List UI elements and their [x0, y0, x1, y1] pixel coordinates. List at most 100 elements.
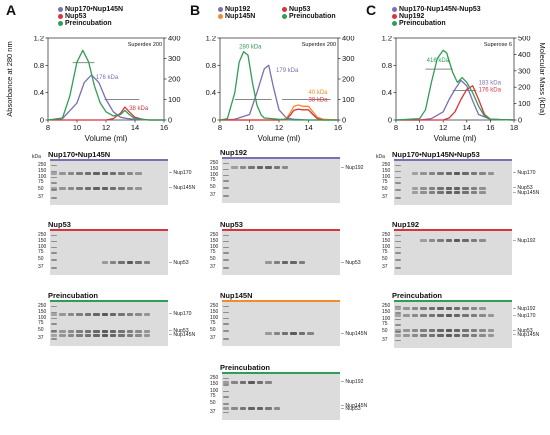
protein-band-label: – Nup170 [169, 311, 192, 318]
gel-band [445, 186, 452, 190]
gel-band [487, 171, 495, 175]
gel-band [298, 332, 306, 336]
ladder-band [395, 331, 402, 333]
ladder-band [51, 182, 58, 184]
gel-band [67, 171, 75, 175]
ladder-band [223, 195, 230, 197]
gel-title: Nup170•Nup145N•Nup53 [392, 150, 480, 159]
gel-band [118, 312, 125, 316]
gel-band [110, 186, 117, 190]
kda-annotation: 179 kDa [276, 68, 299, 74]
mw-marker-label: 37 [210, 264, 216, 271]
gel-band [411, 186, 419, 190]
kda-annotation: 176 kDa [479, 87, 502, 93]
ladder-band [51, 164, 58, 167]
gel-band [454, 186, 461, 190]
y-tick-label: 0.4 [382, 88, 392, 97]
mw-marker-label: 100 [210, 314, 219, 321]
x-tick-label: 10 [73, 123, 81, 132]
protein-band-label: – Nup170 [513, 312, 536, 319]
gel-band [101, 329, 108, 333]
gel-band [420, 307, 427, 311]
legend-dot-icon [218, 13, 223, 19]
gel-band [231, 407, 238, 410]
mw-marker-label: 250 [382, 161, 391, 168]
ladder-band [51, 240, 58, 243]
gel-band [479, 186, 486, 190]
gel-band [143, 333, 151, 337]
gel-band [231, 166, 238, 170]
mw-marker-label: 37 [38, 264, 44, 271]
gel-band [59, 333, 66, 337]
ladder-band [51, 259, 58, 261]
mw-marker-label: 100 [210, 243, 219, 250]
panel-letter-c: C [366, 2, 377, 18]
legend-dot-icon [58, 13, 63, 19]
x-tick-label: 16 [160, 123, 168, 132]
mw-marker-label: 75 [382, 321, 388, 328]
y2-tick-label: 300 [342, 54, 355, 63]
y-tick-label: 1.2 [206, 36, 216, 43]
protein-band-label: – Nup53 [169, 259, 189, 266]
gel-band [110, 261, 117, 265]
series-line [219, 51, 338, 121]
protein-band-label: – Nup145N [169, 332, 196, 339]
gel-band [135, 186, 142, 190]
ladder-band [51, 267, 58, 269]
gel-band [470, 186, 478, 190]
mw-marker-label: 250 [38, 302, 47, 309]
gel-band [428, 314, 436, 318]
x-axis-label: Volume (ml) [85, 134, 128, 143]
mw-marker-label: 75 [210, 249, 216, 256]
gel-band [454, 314, 461, 318]
ladder-band [223, 252, 230, 254]
gel-band [428, 333, 436, 337]
ladder-band [51, 330, 58, 332]
gel-band [76, 171, 83, 175]
ladder-band [51, 246, 58, 249]
ladder-band [395, 182, 402, 184]
ladder-band [223, 240, 230, 243]
mw-marker-label: 100 [382, 243, 391, 250]
gel-band [420, 171, 427, 175]
mw-marker-label: 250 [210, 302, 219, 309]
gel-band [298, 261, 306, 265]
protein-band-label: – Nup53 [513, 327, 533, 334]
protein-band-label: – Nup145N [513, 189, 540, 196]
gel-band [273, 407, 280, 410]
gel-band [479, 307, 486, 311]
y2-tick-label: 400 [342, 36, 355, 43]
gel-band [101, 261, 108, 265]
gel-band [428, 239, 436, 243]
gel-band [437, 239, 444, 243]
protein-band-label: – Nup192 [341, 379, 364, 386]
gel-band [273, 332, 280, 336]
gel-band [445, 171, 452, 175]
gel-band [454, 333, 461, 337]
mw-marker-label: 37 [210, 335, 216, 342]
gel-band [143, 261, 151, 265]
gel-title: Nup53 [220, 220, 243, 229]
gel-image [222, 374, 340, 420]
gel-band [454, 329, 461, 333]
kda-annotation: 416 kDa [427, 58, 450, 64]
gel-band [420, 333, 427, 337]
x-tick-label: 8 [218, 123, 222, 132]
gel-image [222, 159, 340, 203]
gel-image [222, 302, 340, 346]
y-tick-label: 0 [388, 116, 392, 125]
ladder-band [223, 162, 230, 165]
gel-color-line [50, 229, 168, 231]
mw-marker-label: 250 [210, 159, 219, 166]
x-axis-label: Volume (ml) [258, 134, 301, 143]
legend-item: Nup170-Nup145N-Nup53 [392, 6, 481, 13]
mw-marker-label: 50 [210, 327, 216, 334]
x-tick-label: 16 [486, 123, 494, 132]
series-line [47, 49, 164, 121]
mw-marker-label: 50 [38, 327, 44, 334]
mw-marker-label: 50 [382, 256, 388, 263]
gel-image [222, 231, 340, 275]
gel-band [110, 312, 117, 316]
ladder-band [51, 317, 58, 320]
gel-band [462, 191, 469, 195]
